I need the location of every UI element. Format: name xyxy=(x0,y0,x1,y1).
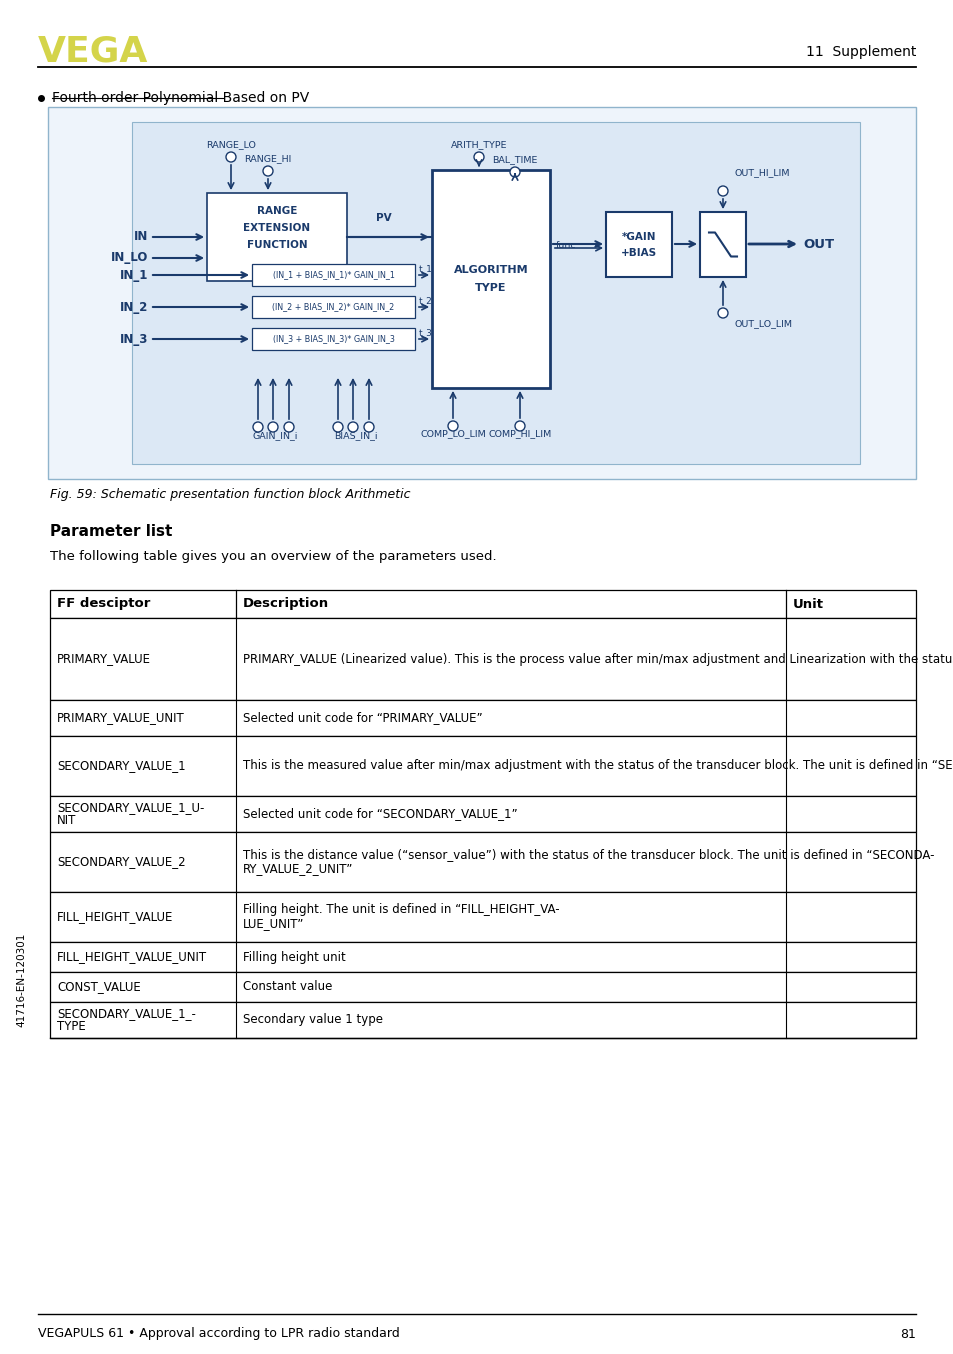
Bar xyxy=(605,213,671,278)
Text: FF desciptor: FF desciptor xyxy=(57,597,151,611)
Bar xyxy=(252,264,415,286)
Text: 81: 81 xyxy=(900,1327,915,1340)
Text: SECONDARY_VALUE_2: SECONDARY_VALUE_2 xyxy=(57,856,186,868)
Text: PV: PV xyxy=(375,213,392,223)
Bar xyxy=(432,171,550,389)
Text: +BIAS: +BIAS xyxy=(620,248,657,257)
Bar xyxy=(50,796,915,831)
Text: RANGE_LO: RANGE_LO xyxy=(206,139,255,149)
Text: VEGAPULS 61 • Approval according to LPR radio standard: VEGAPULS 61 • Approval according to LPR … xyxy=(38,1327,399,1340)
Text: ARITH_TYPE: ARITH_TYPE xyxy=(450,139,507,149)
Text: PRIMARY_VALUE: PRIMARY_VALUE xyxy=(57,653,151,666)
Text: IN_1: IN_1 xyxy=(119,268,148,282)
Text: Fourth order Polynomial Based on PV: Fourth order Polynomial Based on PV xyxy=(52,91,309,106)
Text: PRIMARY_VALUE (Linearized value). This is the process value after min/max adjust: PRIMARY_VALUE (Linearized value). This i… xyxy=(243,653,953,666)
Circle shape xyxy=(718,185,727,196)
Text: VEGA: VEGA xyxy=(38,35,149,69)
Circle shape xyxy=(333,422,343,432)
Text: OUT_HI_LIM: OUT_HI_LIM xyxy=(734,168,790,177)
Text: Secondary value 1 type: Secondary value 1 type xyxy=(243,1014,383,1026)
Circle shape xyxy=(263,167,273,176)
Text: t_2: t_2 xyxy=(418,297,433,305)
Text: (IN_1 + BIAS_IN_1)* GAIN_IN_1: (IN_1 + BIAS_IN_1)* GAIN_IN_1 xyxy=(273,271,394,279)
Bar xyxy=(48,107,915,479)
Text: func: func xyxy=(556,241,576,250)
Text: Selected unit code for “SECONDARY_VALUE_1”: Selected unit code for “SECONDARY_VALUE_… xyxy=(243,807,517,821)
Circle shape xyxy=(515,421,524,431)
Text: FILL_HEIGHT_VALUE_UNIT: FILL_HEIGHT_VALUE_UNIT xyxy=(57,951,207,964)
Bar xyxy=(50,617,915,700)
Text: CONST_VALUE: CONST_VALUE xyxy=(57,980,141,994)
Text: The following table gives you an overview of the parameters used.: The following table gives you an overvie… xyxy=(50,550,497,563)
Text: Filling height unit: Filling height unit xyxy=(243,951,346,964)
Bar xyxy=(50,700,915,737)
Text: Selected unit code for “PRIMARY_VALUE”: Selected unit code for “PRIMARY_VALUE” xyxy=(243,711,482,724)
Text: RANGE_HI: RANGE_HI xyxy=(244,154,292,162)
Bar xyxy=(50,942,915,972)
Text: OUT_LO_LIM: OUT_LO_LIM xyxy=(734,320,792,328)
Circle shape xyxy=(284,422,294,432)
Bar xyxy=(207,194,347,282)
Text: FILL_HEIGHT_VALUE: FILL_HEIGHT_VALUE xyxy=(57,910,173,923)
Bar xyxy=(252,297,415,318)
Bar xyxy=(50,1002,915,1039)
Text: IN_2: IN_2 xyxy=(119,301,148,314)
Text: Fig. 59: Schematic presentation function block Arithmetic: Fig. 59: Schematic presentation function… xyxy=(50,487,410,501)
Text: BIAS_IN_i: BIAS_IN_i xyxy=(334,431,377,440)
Text: SECONDARY_VALUE_1_U-: SECONDARY_VALUE_1_U- xyxy=(57,802,204,814)
Bar xyxy=(50,737,915,796)
Text: (IN_3 + BIAS_IN_3)* GAIN_IN_3: (IN_3 + BIAS_IN_3)* GAIN_IN_3 xyxy=(273,334,394,344)
Text: RY_VALUE_2_UNIT”: RY_VALUE_2_UNIT” xyxy=(243,862,354,876)
Text: IN: IN xyxy=(133,230,148,244)
Circle shape xyxy=(364,422,374,432)
Text: t_1: t_1 xyxy=(418,264,433,274)
Bar xyxy=(50,831,915,892)
Circle shape xyxy=(718,307,727,318)
Text: Description: Description xyxy=(243,597,329,611)
Circle shape xyxy=(253,422,263,432)
Text: Unit: Unit xyxy=(792,597,823,611)
Text: LUE_UNIT”: LUE_UNIT” xyxy=(243,918,304,930)
Text: SECONDARY_VALUE_1: SECONDARY_VALUE_1 xyxy=(57,760,186,773)
Text: RANGE: RANGE xyxy=(256,206,297,217)
Text: FUNCTION: FUNCTION xyxy=(247,240,307,250)
Circle shape xyxy=(510,167,519,177)
Circle shape xyxy=(268,422,277,432)
Bar xyxy=(50,972,915,1002)
Text: TYPE: TYPE xyxy=(57,1020,86,1033)
Text: Parameter list: Parameter list xyxy=(50,524,172,539)
Text: EXTENSION: EXTENSION xyxy=(243,223,311,233)
Text: IN_LO: IN_LO xyxy=(111,252,148,264)
Text: COMP_HI_LIM: COMP_HI_LIM xyxy=(488,429,551,437)
Text: This is the measured value after min/max adjustment with the status of the trans: This is the measured value after min/max… xyxy=(243,760,953,773)
Text: GAIN_IN_i: GAIN_IN_i xyxy=(252,431,297,440)
Text: OUT: OUT xyxy=(802,237,833,250)
Text: (IN_2 + BIAS_IN_2)* GAIN_IN_2: (IN_2 + BIAS_IN_2)* GAIN_IN_2 xyxy=(273,302,395,311)
Text: This is the distance value (“sensor_value”) with the status of the transducer bl: This is the distance value (“sensor_valu… xyxy=(243,849,934,861)
Text: NIT: NIT xyxy=(57,814,76,827)
Bar xyxy=(132,122,859,464)
Circle shape xyxy=(348,422,357,432)
Text: t_3: t_3 xyxy=(418,328,433,337)
Text: TYPE: TYPE xyxy=(475,283,506,292)
Circle shape xyxy=(226,152,235,162)
Bar xyxy=(700,213,745,278)
Circle shape xyxy=(448,421,457,431)
Circle shape xyxy=(474,152,483,162)
Text: PRIMARY_VALUE_UNIT: PRIMARY_VALUE_UNIT xyxy=(57,711,185,724)
Text: COMP_LO_LIM: COMP_LO_LIM xyxy=(419,429,485,437)
Bar xyxy=(252,328,415,349)
Text: *GAIN: *GAIN xyxy=(621,232,656,241)
Text: Filling height. The unit is defined in “FILL_HEIGHT_VA-: Filling height. The unit is defined in “… xyxy=(243,903,559,917)
Text: 41716-EN-120301: 41716-EN-120301 xyxy=(16,933,26,1028)
Text: 11  Supplement: 11 Supplement xyxy=(804,45,915,60)
Text: Constant value: Constant value xyxy=(243,980,333,994)
Text: BAL_TIME: BAL_TIME xyxy=(492,154,537,164)
Text: ALGORITHM: ALGORITHM xyxy=(454,265,528,275)
Text: SECONDARY_VALUE_1_-: SECONDARY_VALUE_1_- xyxy=(57,1007,195,1020)
Text: IN_3: IN_3 xyxy=(119,333,148,345)
Bar xyxy=(50,590,915,617)
Bar xyxy=(50,892,915,942)
